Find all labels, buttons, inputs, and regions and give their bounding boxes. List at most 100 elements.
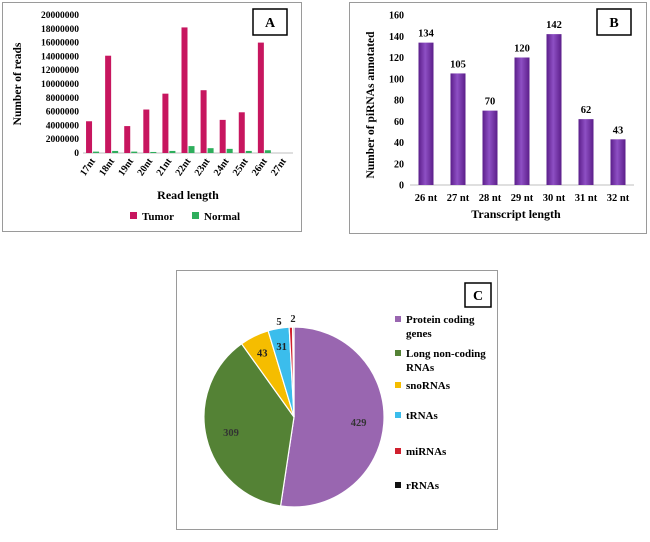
legend-label: snoRNAs: [406, 380, 451, 392]
y-tick-label: 20000000: [41, 11, 79, 21]
tumor-bar: [219, 119, 226, 153]
tumor-bar: [181, 27, 188, 154]
normal-bar: [112, 150, 119, 153]
panel-a: 0 2000000 4000000 6000000 8000000 10000000 120…: [2, 2, 302, 232]
normal-bar: [93, 151, 100, 153]
normal-bar: [188, 146, 195, 153]
slice-value-label: 31: [276, 342, 287, 353]
x-tick-label: 27nt: [269, 156, 289, 178]
x-tick-label: 27 nt: [447, 193, 470, 204]
normal-bar: [226, 148, 233, 153]
y-tick-label: 160: [389, 11, 404, 22]
panel-label-box: [252, 8, 288, 36]
legend-label: miRNAs: [406, 446, 447, 458]
y-tick-label: 0: [399, 181, 404, 192]
legend-swatch: [395, 316, 401, 322]
bar-value-label: 142: [546, 20, 562, 31]
bar-value-label: 134: [418, 29, 435, 40]
transcript-bar: [546, 34, 562, 185]
legend-swatch: [395, 382, 401, 388]
tumor-bar: [143, 109, 150, 153]
tumor-bar: [162, 93, 169, 153]
bar-value-label: 105: [450, 59, 466, 70]
legend-label: tRNAs: [406, 410, 438, 422]
x-axis-title: Read length: [157, 188, 219, 202]
pie-slice: [279, 326, 385, 508]
x-tick-label: 29 nt: [511, 193, 534, 204]
legend-swatch: [395, 482, 401, 488]
y-tick-label: 6000000: [46, 108, 80, 118]
normal-bar: [169, 150, 176, 153]
slice-value-label: 5: [276, 317, 281, 328]
x-axis-title: Transcript length: [471, 207, 561, 221]
bar-value-label: 43: [613, 125, 624, 136]
x-tick-label: 23nt: [193, 156, 213, 178]
pie-slice: [292, 326, 295, 418]
x-tick-label: 17nt: [78, 156, 98, 178]
transcript-bar: [418, 42, 434, 185]
panel-label: B: [609, 16, 618, 31]
normal-bar: [207, 148, 214, 153]
legend-label: Long non-coding: [406, 348, 486, 360]
slice-value-label: 429: [351, 418, 367, 429]
tumor-bar: [238, 112, 245, 153]
slice-value-label: 2: [290, 314, 295, 325]
y-tick-label: 0: [74, 149, 79, 159]
x-tick-label: 22nt: [174, 156, 194, 178]
bar-value-label: 62: [581, 105, 592, 116]
tumor-bar: [124, 126, 131, 153]
legend-label: genes: [406, 328, 432, 340]
bar-value-label: 120: [514, 44, 530, 55]
legend-label-tumor: Tumor: [142, 211, 174, 223]
y-tick-label: 16000000: [41, 39, 79, 49]
transcript-bar: [450, 73, 466, 185]
bar-value-label: 70: [485, 97, 496, 108]
pie-slice: [203, 342, 295, 507]
x-tick-label: 32 nt: [607, 193, 630, 204]
transcript-bar: [610, 139, 626, 185]
transcript-bar: [578, 119, 594, 185]
read-length-chart: 0 2000000 4000000 6000000 8000000 10000000 120…: [12, 8, 293, 223]
y-tick-label: 4000000: [46, 121, 80, 131]
normal-bar: [131, 151, 138, 153]
x-tick-label: 28 nt: [479, 193, 502, 204]
y-tick-label: 10000000: [41, 80, 79, 90]
x-tick-label: 31 nt: [575, 193, 598, 204]
y-tick-label: 60: [394, 117, 404, 128]
transcript-bar: [514, 57, 530, 185]
legend-label: rRNAs: [406, 480, 440, 492]
y-tick-label: 12000000: [41, 66, 79, 76]
rna-class-pie-chart: 429 309 43 31 5 2 Protein coding genes Long non-…: [203, 282, 492, 508]
legend-label: RNAs: [406, 362, 435, 374]
x-tick-label: 19nt: [116, 156, 136, 178]
slice-value-label: 43: [257, 348, 268, 359]
normal-bar: [264, 150, 271, 153]
tumor-bar: [86, 121, 93, 153]
legend-label-normal: Normal: [204, 211, 240, 223]
x-tick-label: 20nt: [135, 156, 155, 178]
legend-label: Protein coding: [406, 314, 475, 326]
x-tick-label: 26 nt: [415, 193, 438, 204]
y-tick-label: 14000000: [41, 52, 79, 62]
pirna-transcript-chart: 0 20 40 60 80 100 120 140 160 134 26 nt 105 27 nt 70 2…: [365, 8, 634, 221]
y-tick-label: 18000000: [41, 25, 79, 35]
x-tick-label: 21nt: [155, 156, 175, 178]
x-tick-label: 24nt: [212, 156, 232, 178]
normal-bar: [150, 151, 157, 153]
legend-swatch-normal: [192, 212, 199, 219]
legend-swatch: [395, 448, 401, 454]
transcript-bar: [482, 110, 498, 185]
tumor-bar: [257, 42, 264, 153]
y-tick-label: 40: [394, 138, 404, 149]
normal-bar: [245, 150, 252, 153]
slice-value-label: 309: [223, 428, 239, 439]
legend-swatch: [395, 350, 401, 356]
panel-c: 429 309 43 31 5 2 Protein coding genes Long non-…: [176, 270, 498, 530]
y-tick-label: 140: [389, 32, 404, 43]
x-tick-label: 26nt: [250, 156, 270, 178]
y-tick-label: 100: [389, 74, 404, 85]
y-tick-label: 2000000: [46, 135, 80, 145]
y-tick-label: 80: [394, 96, 404, 107]
tumor-bar: [105, 55, 112, 153]
x-tick-label: 18nt: [97, 156, 117, 178]
